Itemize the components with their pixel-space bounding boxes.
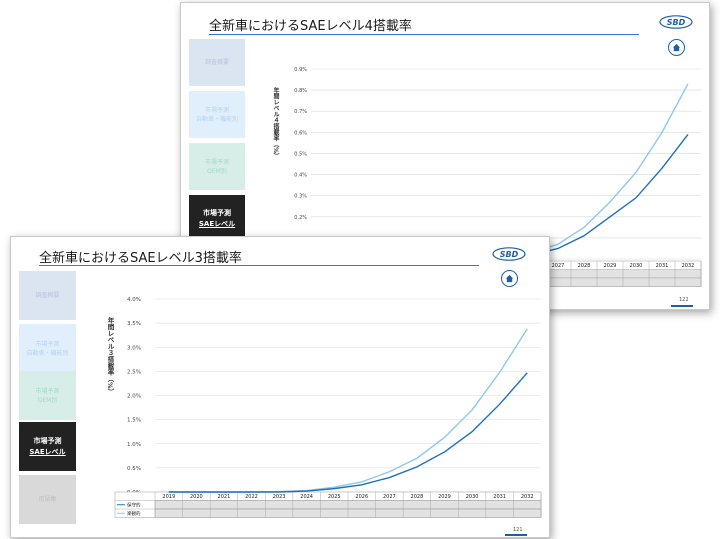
sidebar-item-label: 調査概要 (204, 59, 229, 66)
x-tick-label: 2031 (656, 263, 669, 269)
sidebar-item-label: 市場予測 (204, 158, 229, 166)
x-tick-label: 2030 (466, 494, 479, 500)
y-tick-label: 0.6% (294, 130, 307, 136)
logo-text: SBD (500, 250, 519, 259)
x-tick-label: 2028 (578, 263, 591, 269)
y-tick-label: 0.2% (294, 215, 307, 221)
series-line-optimistic (324, 83, 689, 260)
sidebar-item-forecast-sae[interactable]: 市場予測 SAEレベル (189, 195, 245, 242)
slide-title: 全新車におけるSAEレベル4搭載率 (209, 19, 412, 34)
title-rule (209, 34, 639, 35)
sidebar-item-label: 市場予測 (204, 106, 229, 114)
y-tick-label: 0.7% (294, 109, 307, 115)
sidebar-item-label: 市場予測 (33, 437, 62, 445)
x-tick-label: 2031 (493, 494, 506, 500)
sidebar-item-label: 調査概要 (35, 292, 60, 299)
slide-level3: 全新車におけるSAEレベル3搭載率 SBD 調査概要 市場予測 自動車・機能別 … (10, 236, 550, 538)
x-tick-label: 2022 (245, 494, 258, 500)
sidebar-item-sublabel: OEM別 (37, 396, 58, 404)
y-tick-label: 0.8% (294, 88, 307, 94)
sidebar-item-overview[interactable]: 調査概要 (189, 39, 245, 86)
y-tick-label: 0.9% (294, 67, 307, 73)
x-tick-label: 2029 (604, 263, 617, 269)
x-tick-label: 2025 (328, 494, 341, 500)
x-tick-label: 2020 (190, 494, 203, 500)
sidebar-item-label: 市場予測 (203, 209, 231, 217)
sidebar-item-label: 市場予測 (35, 387, 60, 395)
sidebar-item-label: 市場予測 (35, 340, 60, 348)
x-tick-label: 2026 (355, 494, 368, 500)
sidebar-item-overview[interactable]: 調査概要 (19, 271, 76, 320)
y-tick-label: 2.5% (127, 369, 141, 375)
page-number: 122 (679, 297, 689, 303)
legend-label: 楽観的 (127, 510, 141, 517)
sidebar-item-forecast-oem[interactable]: 市場予測 OEM別 (19, 371, 76, 420)
x-tick-label: 2030 (630, 263, 643, 269)
sbd-logo: SBD (659, 15, 693, 29)
x-tick-label: 2019 (162, 494, 175, 500)
sidebar-item-sublabel: OEM別 (207, 167, 227, 175)
home-icon (505, 274, 514, 283)
y-tick-label: 4.0% (127, 297, 141, 303)
sidebar-item-forecast-sae[interactable]: 市場予測 SAEレベル (19, 422, 76, 471)
sidebar-item-label: 用語集 (38, 496, 57, 503)
sidebar-item-sublabel: 自動車・機能別 (26, 349, 69, 357)
sidebar-item-forecast-function[interactable]: 市場予測 自動車・機能別 (189, 91, 245, 138)
y-tick-label: 2.0% (127, 394, 141, 400)
sidebar-item-sublabel: SAEレベル (198, 219, 236, 228)
y-tick-label: 3.5% (127, 321, 141, 327)
y-axis-label: 年間レベル３搭載率（%） (106, 317, 114, 396)
home-icon (672, 43, 681, 52)
x-tick-label: 2032 (521, 494, 534, 500)
sbd-logo: SBD (492, 247, 526, 261)
title-rule (39, 265, 479, 266)
y-tick-label: 3.0% (127, 345, 141, 351)
x-tick-label: 2028 (411, 494, 424, 500)
sidebar-item-forecast-function[interactable]: 市場予測 自動車・機能別 (19, 324, 76, 373)
sidebar-item-sublabel: SAEレベル (29, 447, 66, 456)
y-tick-label: 1.5% (127, 418, 141, 424)
x-tick-label: 2023 (273, 494, 286, 500)
slide-title: 全新車におけるSAEレベル3搭載率 (39, 251, 242, 266)
x-tick-label: 2029 (438, 494, 451, 500)
home-button[interactable] (501, 270, 518, 287)
page-number: 121 (513, 527, 523, 533)
y-tick-label: 0.4% (294, 173, 307, 179)
y-tick-label: 0.3% (294, 194, 307, 200)
series-line-conservative (168, 372, 528, 493)
page-indicator (671, 305, 693, 307)
x-tick-label: 2021 (218, 494, 231, 500)
y-tick-label: 0.5% (294, 151, 307, 157)
page-indicator (505, 534, 527, 536)
y-tick-label: 0.5% (127, 466, 141, 472)
sidebar-item-glossary[interactable]: 用語集 (19, 475, 76, 524)
y-tick-label: 1.0% (127, 442, 141, 448)
series-line-optimistic (168, 328, 528, 493)
sidebar-item-sublabel: 自動車・機能別 (195, 115, 238, 123)
x-tick-label: 2032 (682, 263, 695, 269)
legend-label: 保守的 (127, 501, 141, 508)
line-chart-level3: 0.0%0.5%1.0%1.5%2.0%2.5%3.0%3.5%4.0%2019… (114, 297, 542, 518)
x-tick-label: 2027 (552, 263, 565, 269)
x-tick-label: 2027 (383, 494, 396, 500)
y-axis-label: 年間レベル４搭載率（%） (272, 87, 279, 160)
home-button[interactable] (668, 39, 685, 56)
sidebar-item-forecast-oem[interactable]: 市場予測 OEM別 (189, 143, 245, 190)
x-tick-label: 2024 (300, 494, 313, 500)
logo-text: SBD (667, 18, 686, 27)
